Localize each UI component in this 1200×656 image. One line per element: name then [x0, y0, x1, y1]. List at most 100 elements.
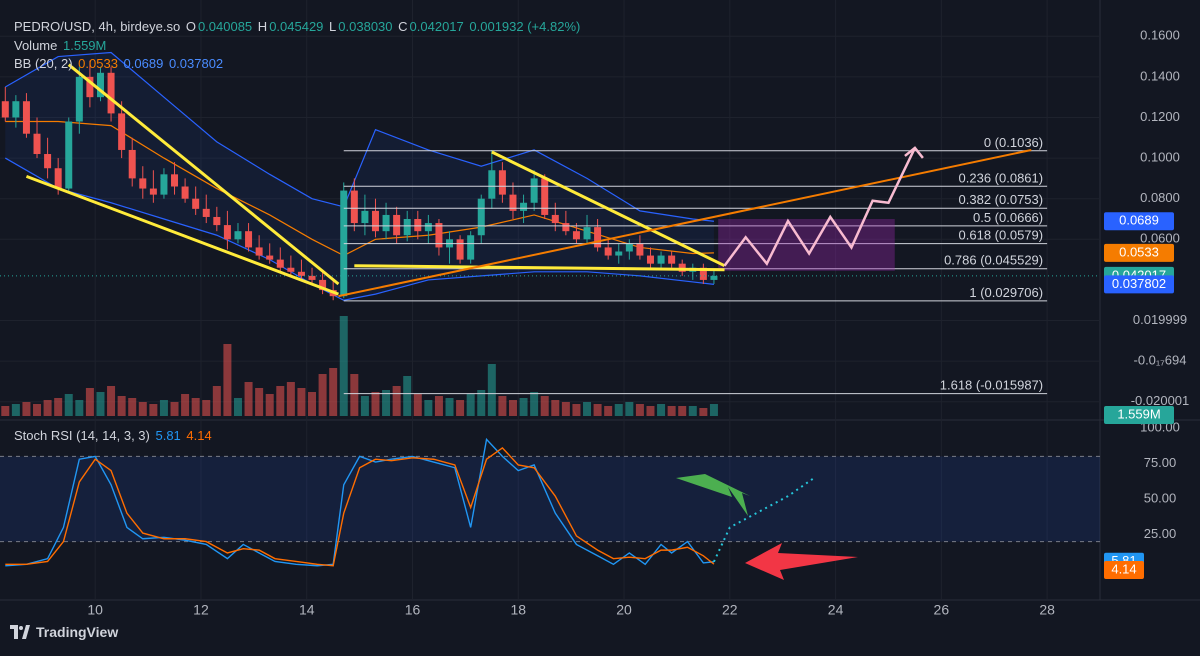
candle-body[interactable] [245, 231, 253, 248]
candle-body[interactable] [393, 214, 401, 236]
candle-body[interactable] [75, 76, 83, 122]
candle-body[interactable] [371, 210, 379, 232]
tradingview-logo[interactable]: TradingView [10, 624, 118, 640]
candle-body[interactable] [435, 223, 443, 248]
candle-body[interactable] [308, 275, 316, 280]
candle-body[interactable] [657, 255, 665, 264]
trendline-yellow[interactable] [25, 174, 339, 296]
candle-body[interactable] [615, 251, 623, 256]
candle-body[interactable] [604, 247, 612, 256]
trendline-yellow[interactable] [67, 63, 340, 286]
price-tag [1104, 405, 1174, 424]
candle-body[interactable] [33, 133, 41, 155]
candle-body[interactable] [562, 223, 570, 232]
price-tag [1104, 243, 1174, 262]
volume-bar [170, 402, 179, 416]
candle-body[interactable] [551, 214, 559, 224]
annotation-arrow-red[interactable] [745, 543, 858, 580]
volume-bar [392, 386, 401, 416]
volume-bar [223, 344, 232, 416]
candle-body[interactable] [467, 235, 475, 260]
candle-body[interactable] [287, 267, 295, 272]
candle-body[interactable] [160, 174, 168, 195]
candle-body[interactable] [382, 214, 390, 232]
trendline-yellow[interactable] [491, 150, 726, 268]
candle-body[interactable] [1, 101, 9, 118]
volume-bar [540, 396, 549, 416]
volume-legend[interactable]: Volume 1.559M [14, 38, 108, 53]
stoch-d-value: 4.14 [186, 428, 212, 443]
candle-body[interactable] [509, 194, 517, 211]
candle-body[interactable] [192, 198, 200, 209]
stoch-value-tag-label: 4.14 [1111, 561, 1136, 576]
symbol-label[interactable]: PEDRO/USD, 4h, birdeye.so [14, 19, 181, 34]
candle-body[interactable] [255, 247, 263, 256]
candle-body[interactable] [54, 168, 62, 189]
volume-bar [117, 396, 126, 416]
volume-bar [625, 402, 634, 416]
trendline-orange[interactable] [338, 148, 1032, 298]
candle-body[interactable] [223, 225, 231, 240]
candle-body[interactable] [171, 174, 179, 187]
stoch-label: Stoch RSI (14, 14, 3, 3) [14, 428, 150, 443]
stoch-legend[interactable]: Stoch RSI (14, 14, 3, 3) 5.81 4.14 [14, 428, 214, 443]
candle-body[interactable] [530, 178, 538, 203]
candle-body[interactable] [139, 178, 147, 189]
candle-body[interactable] [361, 210, 369, 224]
x-tick-label: 10 [87, 601, 103, 617]
candle-body[interactable] [107, 72, 115, 114]
volume-bar [297, 388, 306, 416]
annotation-arrow-green[interactable] [676, 474, 750, 516]
candle-body[interactable] [213, 216, 221, 226]
candle-body[interactable] [276, 259, 284, 268]
candle-body[interactable] [12, 101, 20, 118]
candle-body[interactable] [594, 227, 602, 248]
low-label: L [329, 19, 337, 34]
candle-body[interactable] [414, 219, 422, 232]
candle-body[interactable] [44, 154, 52, 169]
volume-bar [688, 406, 697, 416]
candle-body[interactable] [96, 72, 104, 98]
candle-body[interactable] [149, 188, 157, 195]
candle-body[interactable] [319, 279, 327, 291]
candle-body[interactable] [266, 255, 274, 260]
candle-body[interactable] [541, 178, 549, 215]
candle-body[interactable] [22, 101, 30, 134]
candle-body[interactable] [403, 219, 411, 236]
bb-legend[interactable]: BB (20, 2) 0.0533 0.0689 0.037802 [14, 56, 225, 71]
candle-body[interactable] [636, 243, 644, 256]
candle-body[interactable] [128, 149, 136, 179]
candle-body[interactable] [710, 275, 718, 280]
candle-body[interactable] [424, 223, 432, 232]
stoch-projection[interactable] [713, 476, 815, 563]
candle-body[interactable] [234, 231, 242, 240]
candle-body[interactable] [65, 121, 73, 189]
volume-bar [64, 394, 73, 416]
candle-body[interactable] [477, 198, 485, 236]
candle-body[interactable] [572, 231, 580, 240]
candle-body[interactable] [456, 239, 464, 260]
projection-path[interactable] [723, 147, 917, 267]
candle-body[interactable] [202, 208, 210, 217]
y-tick-label: 0.1000 [1140, 150, 1180, 165]
range-box[interactable] [718, 219, 895, 271]
candle-body[interactable] [181, 186, 189, 199]
candle-body[interactable] [297, 271, 305, 276]
candle-body[interactable] [625, 243, 633, 252]
volume-bar [572, 404, 581, 416]
candle-body[interactable] [86, 76, 94, 98]
candle-body[interactable] [488, 170, 496, 199]
trendline-yellow[interactable] [354, 264, 725, 272]
candle-body[interactable] [668, 255, 676, 264]
candle-body[interactable] [646, 255, 654, 264]
candle-body[interactable] [678, 263, 686, 272]
candle-body[interactable] [350, 190, 358, 224]
fib-level-label: 0.382 (0.0753) [959, 192, 1044, 207]
candle-body[interactable] [583, 227, 591, 240]
candle-body[interactable] [498, 170, 506, 195]
candle-body[interactable] [699, 267, 707, 280]
candle-body[interactable] [118, 113, 126, 150]
candle-body[interactable] [520, 202, 528, 211]
